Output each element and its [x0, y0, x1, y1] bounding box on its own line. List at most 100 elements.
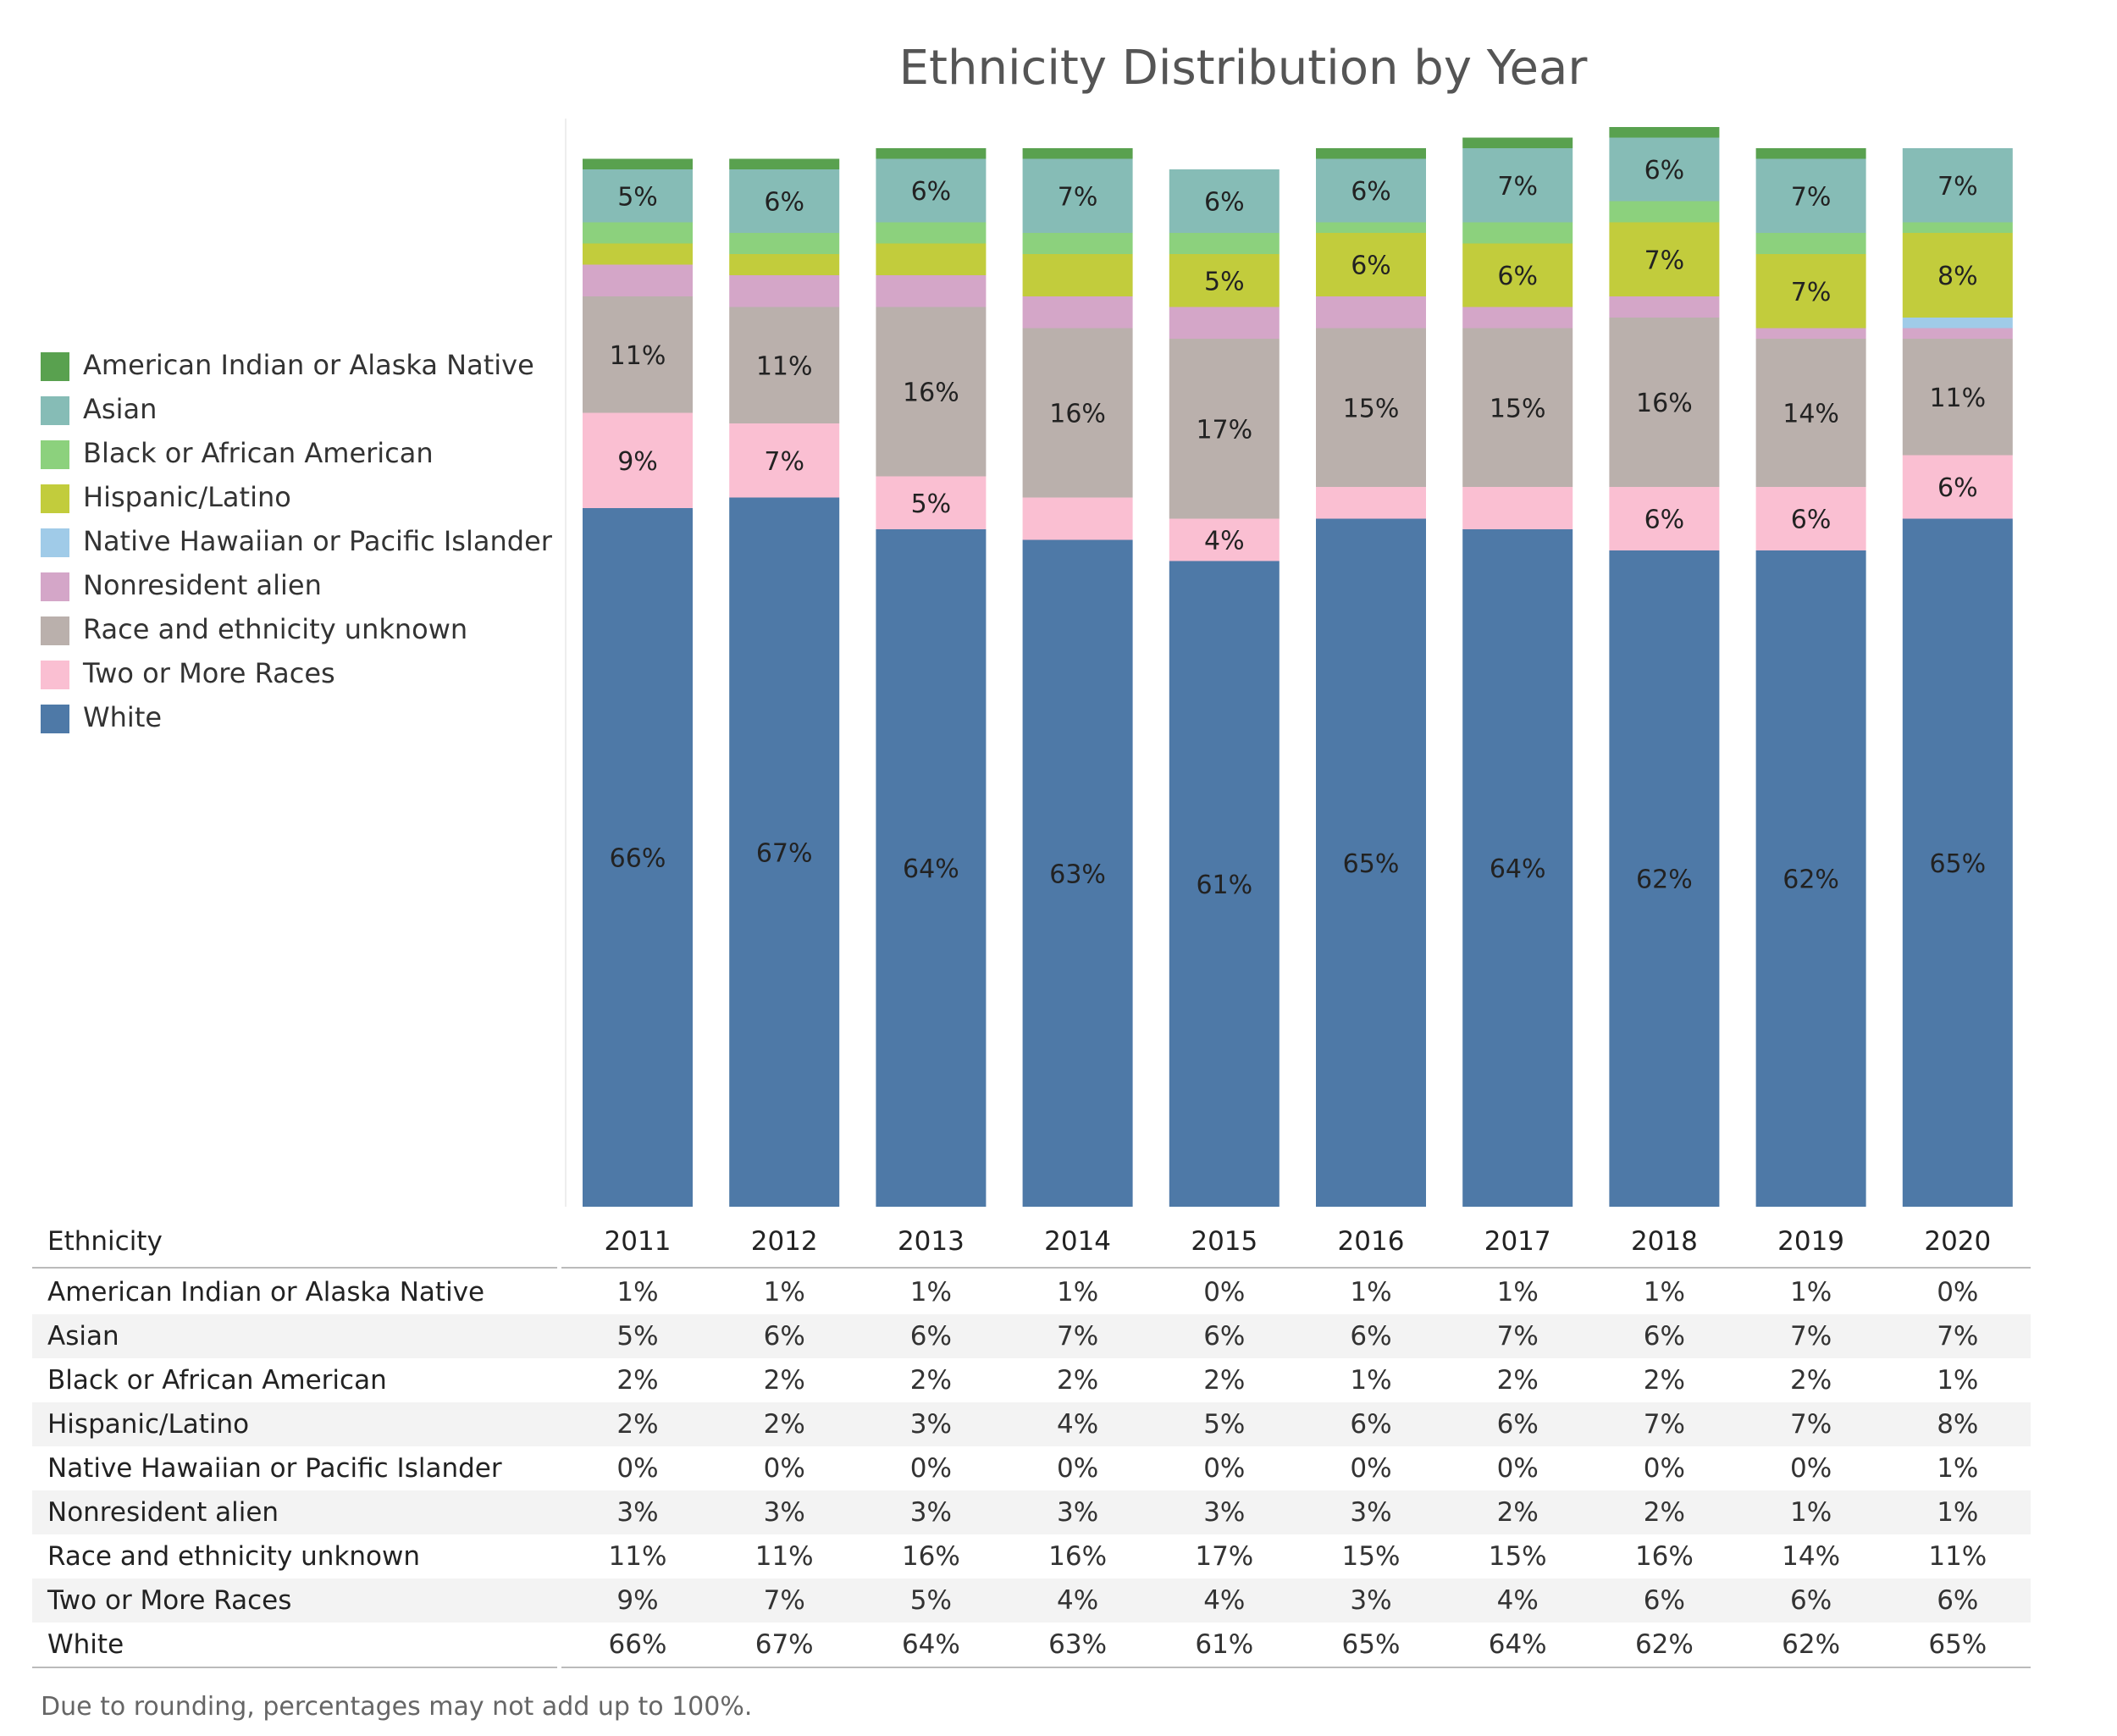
bar-segment-race-and-ethnicity-unknown-2016[interactable]: [1316, 328, 1426, 488]
table-cell: 0%: [763, 1453, 805, 1484]
bar-segment-race-and-ethnicity-unknown-2011[interactable]: [583, 296, 693, 413]
bar-segment-american-indian-or-alaska-native-2011[interactable]: [583, 158, 693, 170]
bar-segment-white-2018[interactable]: [1609, 550, 1720, 1207]
bar-segment-white-2013[interactable]: [876, 529, 987, 1207]
bar-segment-hispanic-latino-2019[interactable]: [1755, 254, 1866, 329]
bar-segment-nonresident-alien-2019[interactable]: [1755, 328, 1866, 340]
bar-segment-asian-2019[interactable]: [1755, 158, 1866, 234]
bar-segment-two-or-more-races-2012[interactable]: [729, 423, 840, 498]
bar-segment-hispanic-latino-2020[interactable]: [1902, 233, 2013, 318]
bar-segment-two-or-more-races-2014[interactable]: [1022, 497, 1133, 540]
bar-segment-two-or-more-races-2017[interactable]: [1462, 487, 1573, 529]
bar-segment-nonresident-alien-2015[interactable]: [1169, 307, 1280, 340]
bar-segment-race-and-ethnicity-unknown-2018[interactable]: [1609, 318, 1720, 487]
bar-segment-white-2017[interactable]: [1462, 529, 1573, 1207]
table-cell: 11%: [754, 1541, 814, 1572]
bar-segment-nonresident-alien-2018[interactable]: [1609, 296, 1720, 318]
bar-segment-hispanic-latino-2017[interactable]: [1462, 243, 1573, 307]
bar-segment-white-2012[interactable]: [729, 497, 840, 1208]
bar-segment-american-indian-or-alaska-native-2018[interactable]: [1609, 127, 1720, 138]
bar-segment-american-indian-or-alaska-native-2013[interactable]: [876, 148, 987, 159]
bar-segment-black-or-african-american-2014[interactable]: [1022, 233, 1133, 254]
bar-segment-asian-2015[interactable]: [1169, 169, 1280, 233]
bar-segment-black-or-african-american-2019[interactable]: [1755, 233, 1866, 254]
bar-segment-two-or-more-races-2013[interactable]: [876, 476, 987, 530]
bar-segment-black-or-african-american-2016[interactable]: [1316, 222, 1426, 234]
table-cell: 8%: [1937, 1409, 1979, 1440]
bar-segment-two-or-more-races-2019[interactable]: [1755, 487, 1866, 550]
bar-segment-race-and-ethnicity-unknown-2020[interactable]: [1902, 339, 2013, 456]
bar-segment-asian-2020[interactable]: [1902, 148, 2013, 223]
bar-segment-white-2020[interactable]: [1902, 518, 2013, 1208]
legend-item-native-hawaiian-or-pacific-islander[interactable]: Native Hawaiian or Pacific Islander: [41, 522, 552, 566]
bar-segment-nonresident-alien-2011[interactable]: [583, 264, 693, 297]
bar-segment-white-2014[interactable]: [1022, 539, 1133, 1208]
bar-segment-race-and-ethnicity-unknown-2012[interactable]: [729, 307, 840, 424]
bar-segment-black-or-african-american-2012[interactable]: [729, 233, 840, 254]
bar-segment-white-2019[interactable]: [1755, 550, 1866, 1207]
bar-segment-nonresident-alien-2012[interactable]: [729, 275, 840, 307]
table-cell: 2%: [1643, 1365, 1685, 1396]
bar-segment-white-2015[interactable]: [1169, 561, 1280, 1208]
bar-segment-hispanic-latino-2015[interactable]: [1169, 254, 1280, 307]
bar-segment-white-2016[interactable]: [1316, 518, 1426, 1208]
bar-segment-hispanic-latino-2016[interactable]: [1316, 233, 1426, 296]
bar-segment-hispanic-latino-2011[interactable]: [583, 243, 693, 265]
bar-segment-asian-2018[interactable]: [1609, 137, 1720, 202]
legend-item-race-and-ethnicity-unknown[interactable]: Race and ethnicity unknown: [41, 610, 549, 654]
table-header-year: 2011: [604, 1226, 672, 1257]
bar-segment-nonresident-alien-2020[interactable]: [1902, 328, 2013, 340]
bar-segment-black-or-african-american-2015[interactable]: [1169, 233, 1280, 254]
legend-item-white[interactable]: White: [41, 698, 549, 742]
bar-segment-two-or-more-races-2020[interactable]: [1902, 455, 2013, 519]
table-cell: 6%: [909, 1321, 952, 1352]
table-bottom-divider: [561, 1667, 2031, 1668]
bar-segment-race-and-ethnicity-unknown-2015[interactable]: [1169, 339, 1280, 519]
bar-segment-asian-2012[interactable]: [729, 169, 840, 233]
bar-segment-two-or-more-races-2018[interactable]: [1609, 487, 1720, 550]
bar-segment-race-and-ethnicity-unknown-2014[interactable]: [1022, 328, 1133, 498]
bar-segment-nonresident-alien-2017[interactable]: [1462, 307, 1573, 329]
bar-segment-nonresident-alien-2016[interactable]: [1316, 296, 1426, 329]
bar-segment-asian-2013[interactable]: [876, 158, 987, 223]
legend-item-nonresident-alien[interactable]: Nonresident alien: [41, 566, 549, 610]
table-cell: 3%: [1350, 1585, 1392, 1616]
bar-segment-nonresident-alien-2014[interactable]: [1022, 296, 1133, 329]
bar-segment-nonresident-alien-2013[interactable]: [876, 275, 987, 307]
bar-segment-two-or-more-races-2016[interactable]: [1316, 487, 1426, 519]
legend-item-asian[interactable]: Asian: [41, 390, 549, 434]
legend-item-two-or-more-races[interactable]: Two or More Races: [41, 654, 549, 698]
bar-segment-hispanic-latino-2014[interactable]: [1022, 254, 1133, 296]
bar-segment-american-indian-or-alaska-native-2016[interactable]: [1316, 148, 1426, 159]
bar-segment-black-or-african-american-2020[interactable]: [1902, 222, 2013, 234]
bar-segment-black-or-african-american-2018[interactable]: [1609, 201, 1720, 223]
legend-item-american-indian-or-alaska-native[interactable]: American Indian or Alaska Native: [41, 346, 549, 390]
bar-segment-race-and-ethnicity-unknown-2017[interactable]: [1462, 328, 1573, 488]
bar-segment-asian-2016[interactable]: [1316, 158, 1426, 223]
bar-segment-american-indian-or-alaska-native-2012[interactable]: [729, 158, 840, 170]
legend-item-black-or-african-american[interactable]: Black or African American: [41, 434, 549, 478]
bar-segment-hispanic-latino-2013[interactable]: [876, 243, 987, 276]
bar-segment-american-indian-or-alaska-native-2019[interactable]: [1755, 148, 1866, 159]
bar-segment-black-or-african-american-2013[interactable]: [876, 222, 987, 244]
bar-segment-american-indian-or-alaska-native-2014[interactable]: [1022, 148, 1133, 159]
bar-segment-asian-2017[interactable]: [1462, 148, 1573, 223]
bar-segment-asian-2011[interactable]: [583, 169, 693, 223]
bar-segment-white-2011[interactable]: [583, 508, 693, 1207]
bar-label-white-2015: 61%: [1196, 871, 1252, 900]
bar-segment-two-or-more-races-2011[interactable]: [583, 412, 693, 509]
bar-segment-race-and-ethnicity-unknown-2019[interactable]: [1755, 339, 1866, 487]
bar-segment-hispanic-latino-2018[interactable]: [1609, 222, 1720, 297]
bar-segment-two-or-more-races-2015[interactable]: [1169, 518, 1280, 561]
table-cell: 2%: [1790, 1365, 1832, 1396]
bar-segment-native-hawaiian-or-pacific-islander-2020[interactable]: [1902, 318, 2013, 329]
bar-segment-race-and-ethnicity-unknown-2013[interactable]: [876, 307, 987, 477]
bar-segment-hispanic-latino-2012[interactable]: [729, 254, 840, 275]
bar-segment-black-or-african-american-2011[interactable]: [583, 222, 693, 244]
table-cell: 0%: [1496, 1453, 1539, 1484]
bar-segment-asian-2014[interactable]: [1022, 158, 1133, 234]
bar-segment-black-or-african-american-2017[interactable]: [1462, 222, 1573, 244]
legend-item-hispanic-latino[interactable]: Hispanic/Latino: [41, 478, 549, 522]
bar-segment-american-indian-or-alaska-native-2017[interactable]: [1462, 137, 1573, 149]
table-cell: 15%: [1488, 1541, 1547, 1572]
